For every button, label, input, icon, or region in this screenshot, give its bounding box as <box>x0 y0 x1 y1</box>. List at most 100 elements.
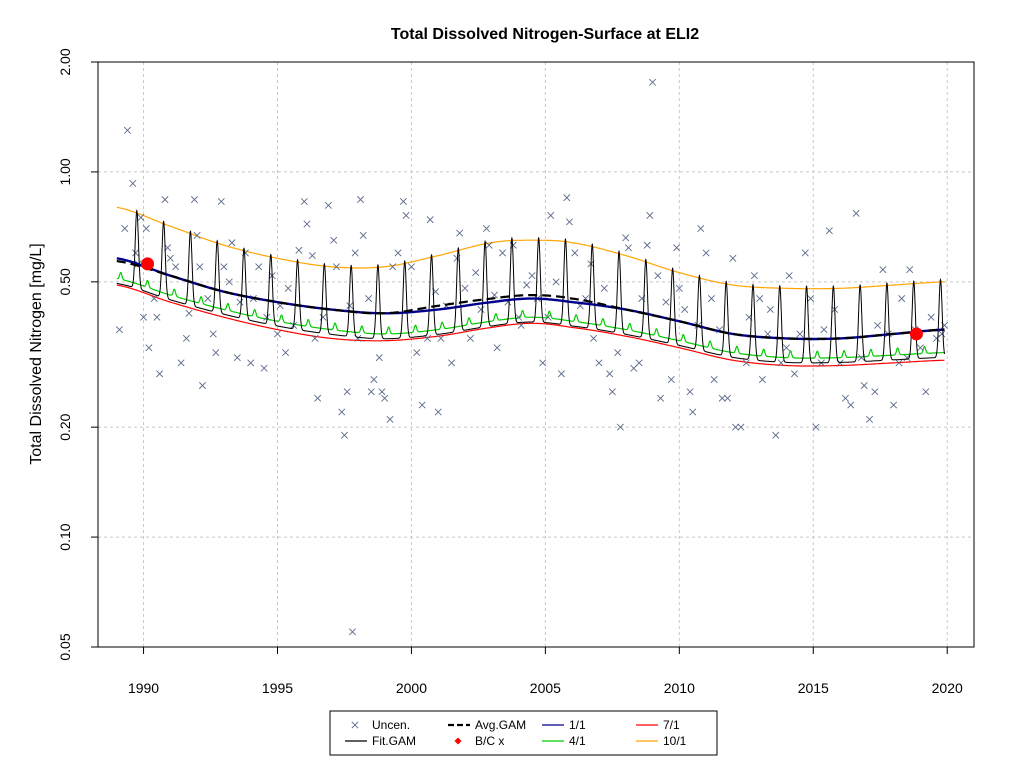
uncen-point <box>314 394 322 402</box>
uncen-point <box>539 359 547 367</box>
bc-point <box>141 257 155 271</box>
legend-label-bc: B/C x <box>475 734 504 748</box>
uncen-point <box>389 263 397 271</box>
y-tick-label: 2.00 <box>57 48 73 75</box>
uncen-point <box>351 249 359 257</box>
uncen-point <box>922 388 930 396</box>
series-7-1 <box>116 284 945 367</box>
uncen-point <box>689 408 697 416</box>
uncen-point <box>764 330 772 338</box>
uncen-point <box>182 334 190 342</box>
uncen-point <box>196 263 204 271</box>
uncen-point <box>295 246 303 254</box>
uncen-point <box>236 298 244 306</box>
y-axis-ticks: 0.05 0.10 0.20 0.50 1.00 2.00 <box>57 48 98 661</box>
uncen-point <box>523 281 531 289</box>
legend: Uncen. Fit.GAM Avg.GAM B/C x 1/1 4/1 7/1 10/1 <box>329 710 718 756</box>
uncen-point <box>790 370 799 378</box>
uncen-point <box>493 344 501 352</box>
uncen-point <box>153 313 161 321</box>
uncen-point <box>649 78 657 86</box>
y-tick-label: 0.50 <box>57 268 73 295</box>
uncen-point <box>466 334 474 342</box>
x-axis-ticks: 1990 1995 2000 2005 2010 2015 2020 <box>128 647 963 696</box>
uncen-point <box>123 126 131 134</box>
uncen-point <box>498 249 507 257</box>
uncen-point <box>616 423 624 431</box>
legend-label-d1: 1/1 <box>569 718 586 732</box>
uncen-point <box>375 354 383 362</box>
uncen-point <box>161 196 169 204</box>
uncen-point <box>624 244 632 252</box>
uncen-point <box>260 364 268 372</box>
uncen-point <box>193 231 201 239</box>
uncen-point <box>517 321 525 329</box>
uncen-point <box>643 241 651 249</box>
uncen-point <box>590 334 598 342</box>
uncen-point <box>332 263 340 271</box>
uncen-point <box>630 364 638 372</box>
x-tick-label: 2020 <box>932 680 963 696</box>
uncen-point <box>667 376 675 384</box>
uncen-point <box>608 388 616 396</box>
legend-label-uncen: Uncen. <box>372 718 410 732</box>
uncen-point <box>166 254 174 262</box>
uncen-point <box>702 249 710 257</box>
uncen-point <box>343 388 351 396</box>
uncen-point <box>456 229 464 237</box>
uncen-point <box>697 224 705 233</box>
uncen-point <box>879 266 887 274</box>
legend-label-d7: 7/1 <box>663 718 680 732</box>
uncen-point <box>707 295 715 303</box>
uncen-point <box>300 197 308 205</box>
y-tick-label: 0.10 <box>57 523 73 550</box>
uncen-point <box>563 194 571 202</box>
uncen-point <box>718 394 726 402</box>
uncen-point <box>600 284 608 292</box>
uncen-point <box>308 252 316 260</box>
uncen-point <box>710 376 718 384</box>
uncen-point <box>140 313 148 321</box>
x-tick-label: 2000 <box>396 680 427 696</box>
legend-label-d4: 4/1 <box>569 734 586 748</box>
uncen-point <box>303 220 311 228</box>
uncen-point <box>282 349 290 357</box>
uncen-point <box>448 359 456 367</box>
uncen-point <box>370 376 378 384</box>
x-tick-label: 2015 <box>798 680 829 696</box>
y-tick-label: 1.00 <box>57 158 73 185</box>
uncen-point <box>263 313 271 321</box>
uncen-point <box>686 388 694 396</box>
uncen-point <box>614 349 622 357</box>
uncen-point <box>434 408 442 416</box>
uncen-point <box>365 295 373 303</box>
uncen-point <box>472 269 480 277</box>
uncen-point <box>338 408 346 416</box>
uncen-point <box>381 394 389 402</box>
uncen-point <box>137 214 145 222</box>
uncen-point <box>319 313 327 321</box>
uncen-point <box>557 370 565 378</box>
uncen-point <box>729 254 737 262</box>
uncen-point <box>890 401 898 409</box>
uncen-point <box>357 196 365 204</box>
uncen-point <box>758 376 766 384</box>
y-tick-label: 0.20 <box>57 413 73 440</box>
uncen-point <box>807 295 815 303</box>
uncen-point <box>895 359 903 367</box>
uncen-point <box>311 334 319 342</box>
uncen-point <box>654 272 662 280</box>
uncen-point <box>426 216 434 224</box>
uncen-point <box>131 249 140 257</box>
uncen-point <box>228 239 236 247</box>
x-tick-label: 2010 <box>664 680 695 696</box>
plot-frame <box>97 61 975 648</box>
uncen-point <box>916 344 924 352</box>
uncen-point <box>750 272 758 280</box>
uncen-point <box>547 211 555 219</box>
uncen-point <box>657 394 665 402</box>
x-tick-label: 1990 <box>128 680 159 696</box>
uncen-point <box>927 313 935 321</box>
uncen-point <box>402 211 410 219</box>
uncen-point <box>756 295 764 303</box>
